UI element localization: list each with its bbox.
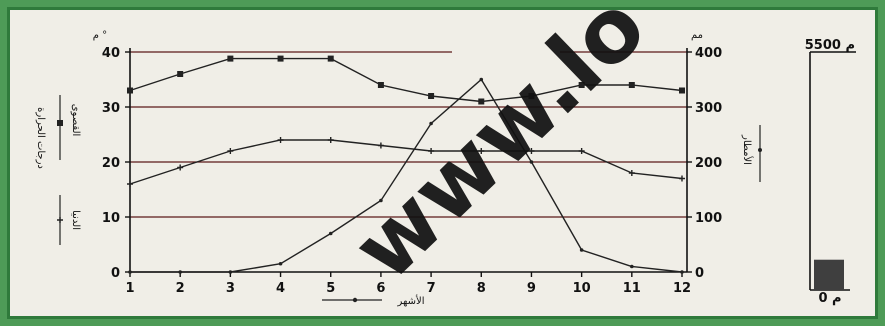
data-point [227,148,234,154]
x-tick-label: 11 [623,281,641,296]
legend-min-label: الدنيا [70,210,81,230]
y-right-unit: مم [691,30,703,41]
data-point [227,55,234,62]
x-tick-label: 8 [477,281,486,296]
data-point [377,82,384,88]
series-line [130,78,683,273]
data-point [428,93,435,99]
data-point [528,93,535,99]
data-point [328,231,333,236]
y-left-tick-label: 0 [111,266,120,281]
data-point [478,98,485,105]
x-axis-label-marker [352,297,358,303]
data-point [529,160,534,164]
legend: درجات الحرارة القصوى الدنيا الأمطار الأشهر [35,95,762,307]
x-tick-label: 4 [276,281,285,296]
legend-rain-marker [758,148,762,152]
data-point [277,55,284,62]
series-layer [127,55,685,274]
data-point [680,270,684,274]
elevation-bottom-label: 0 م [818,291,841,306]
data-point [228,270,233,274]
y-left-tick-label: 10 [102,211,120,226]
data-point [177,71,184,77]
data-point [379,198,383,203]
data-point [177,164,184,171]
x-tick-label: 7 [427,281,436,296]
y-left-tick-label: 20 [102,156,120,171]
series-line [129,139,683,185]
series-1 [127,55,685,105]
elevation-top-label: 5500 م [805,38,855,53]
watermark: www.lo [333,0,665,300]
series-line [129,57,683,103]
data-point [628,170,635,176]
y-right-tick-label: 300 [695,101,722,116]
x-tick-label: 1 [125,281,134,296]
y-right-tick-label: 0 [695,266,704,281]
data-point [479,77,484,82]
data-point [679,175,685,182]
y-left-tick-label: 30 [102,101,120,116]
x-tick-label: 9 [527,281,536,296]
x-tick-label: 12 [673,281,691,296]
data-point [578,82,585,88]
x-tick-label: 2 [176,281,185,296]
elevation-bar [814,259,844,290]
elevation-scale: 5500 م 0 م [805,38,856,306]
legend-max-label: القصوى [70,104,81,137]
y-left-unit: م ° [93,30,107,41]
series-3 [128,77,684,274]
y-left-tick-label: 40 [102,46,120,61]
data-point [127,181,133,187]
x-tick-label: 5 [326,281,335,296]
legend-marker-plus [57,217,63,223]
data-point [377,142,384,149]
legend-rain-label: الأمطار [741,134,754,165]
data-point [128,270,132,274]
gridlines [130,51,687,218]
y-right-tick-label: 200 [695,156,722,171]
series-2 [127,137,685,187]
data-point [679,87,685,94]
data-point [528,148,535,154]
data-point [278,261,283,266]
legend-marker-square [57,120,63,126]
data-point [327,137,334,143]
y-right-tick-label: 400 [695,46,722,61]
data-point [478,148,485,154]
data-point [628,82,635,88]
data-point [429,121,433,126]
data-point [630,264,634,269]
y-right-tick-label: 100 [695,211,722,226]
x-tick-label: 6 [376,281,385,296]
figure-panel [7,7,878,319]
data-point [127,87,133,94]
data-point [578,148,585,154]
legend-temperature-label: درجات الحرارة [35,107,46,169]
data-point [579,248,584,252]
x-axis-label: الأشهر [397,294,425,307]
x-tick-label: 3 [226,281,235,296]
data-point [178,270,182,274]
data-point [327,55,334,62]
data-point [428,148,435,154]
data-point [277,137,284,143]
x-tick-label: 10 [573,281,591,296]
